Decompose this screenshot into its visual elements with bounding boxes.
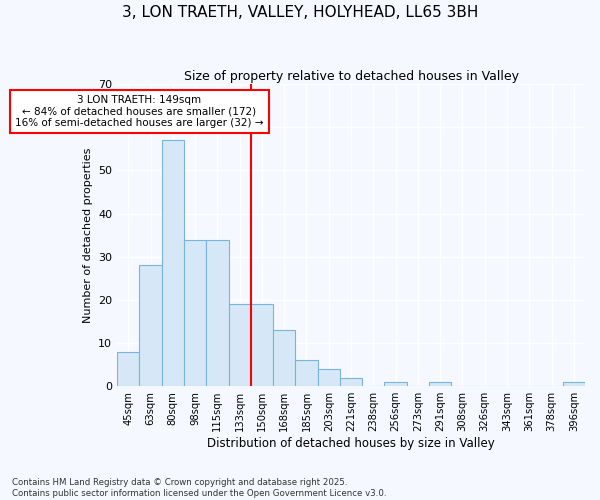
Bar (429, 382, 451, 386)
Bar (317, 369, 340, 386)
Bar (206, 240, 229, 386)
Bar (117, 352, 139, 386)
Text: Contains HM Land Registry data © Crown copyright and database right 2025.
Contai: Contains HM Land Registry data © Crown c… (12, 478, 386, 498)
Bar (295, 360, 317, 386)
Bar (184, 240, 206, 386)
Bar (229, 304, 251, 386)
Bar (273, 330, 295, 386)
Bar (139, 266, 161, 386)
Bar (251, 304, 273, 386)
Text: 3, LON TRAETH, VALLEY, HOLYHEAD, LL65 3BH: 3, LON TRAETH, VALLEY, HOLYHEAD, LL65 3B… (122, 5, 478, 20)
Bar (563, 382, 585, 386)
Title: Size of property relative to detached houses in Valley: Size of property relative to detached ho… (184, 70, 518, 83)
Y-axis label: Number of detached properties: Number of detached properties (83, 148, 92, 323)
Bar (161, 140, 184, 386)
Text: 3 LON TRAETH: 149sqm
← 84% of detached houses are smaller (172)
16% of semi-deta: 3 LON TRAETH: 149sqm ← 84% of detached h… (15, 95, 263, 128)
X-axis label: Distribution of detached houses by size in Valley: Distribution of detached houses by size … (207, 437, 495, 450)
Bar (385, 382, 407, 386)
Bar (340, 378, 362, 386)
